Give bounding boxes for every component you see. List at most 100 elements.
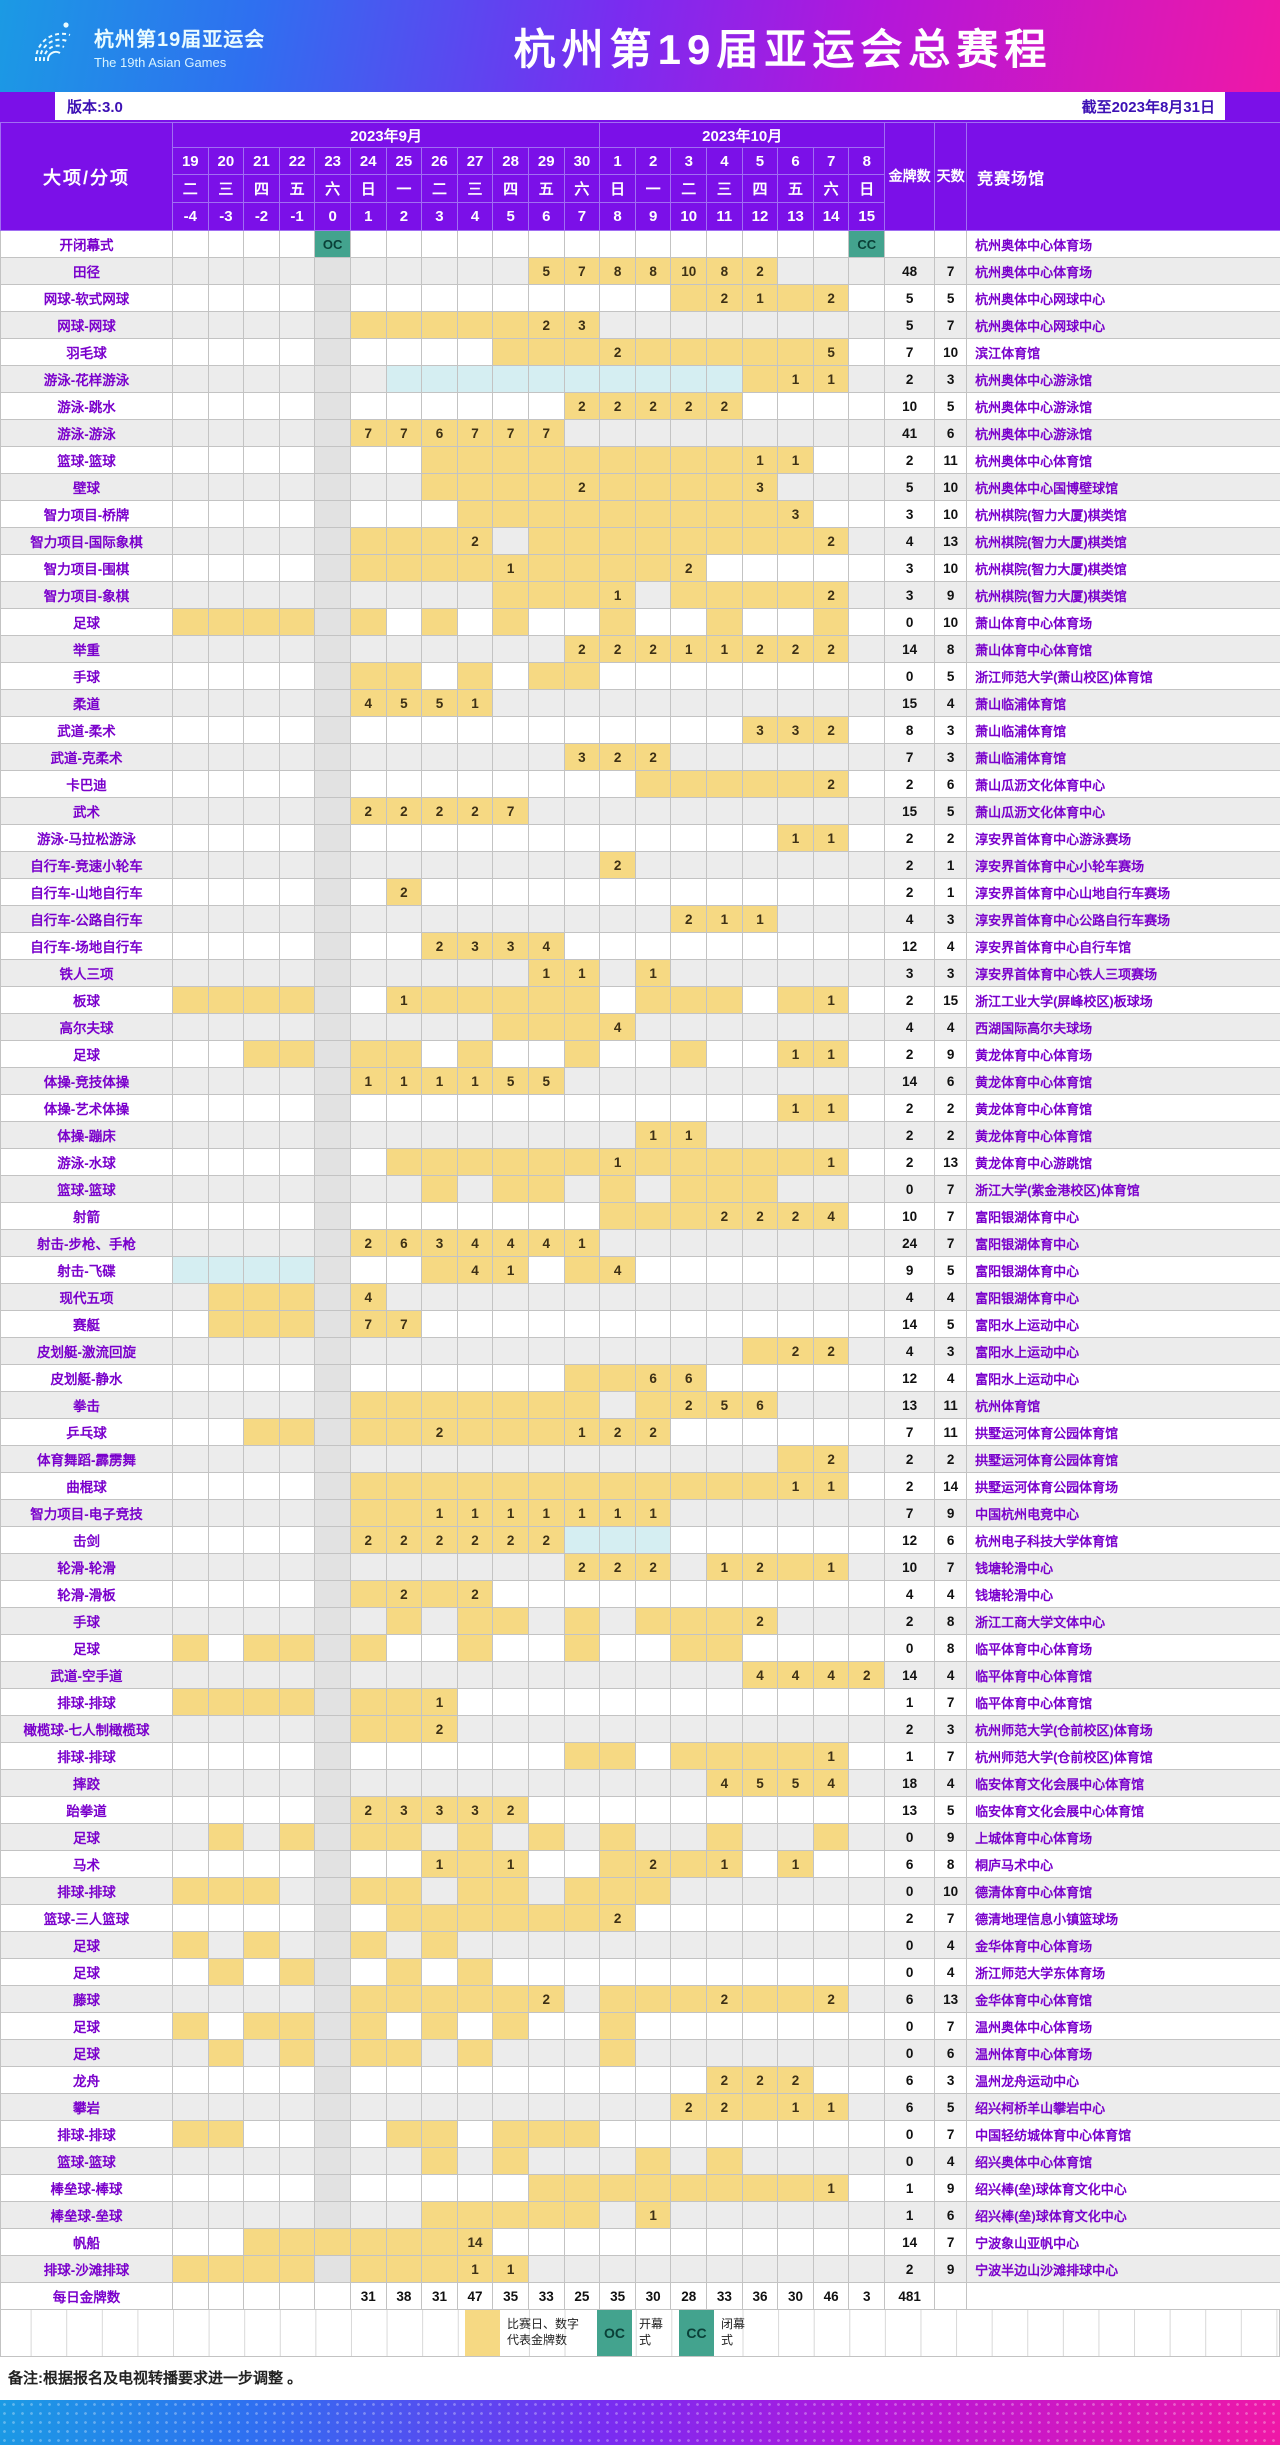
day-cell: [207, 1985, 245, 2013]
day-cell: [172, 1958, 209, 1986]
date-header-6: 25: [385, 147, 423, 175]
day-cell: [563, 2066, 601, 2094]
sport-name: 排球-排球: [0, 1877, 173, 1905]
gold-count: 2: [884, 1904, 936, 1932]
day-cell: [243, 959, 280, 987]
day-cell: [207, 365, 245, 393]
gold-count: 12: [884, 932, 936, 960]
day-cell: 1: [670, 635, 708, 663]
day-cell: [706, 851, 743, 879]
day-cell: [207, 770, 245, 798]
day-cell: [527, 2174, 565, 2202]
day-cell: [278, 770, 316, 798]
day-cell: [812, 1310, 850, 1338]
day-cell: [848, 1580, 886, 1608]
daily-total-cell: 3: [848, 2282, 886, 2310]
day-cell: [492, 662, 529, 690]
day-cell: [349, 2147, 387, 2175]
day-cell: [349, 1742, 387, 1770]
day-cell: 1: [777, 1040, 814, 1068]
day-cell: [172, 716, 209, 744]
footnote: 备注:根据报名及电视转播要求进一步调整 。: [8, 2370, 303, 2387]
day-cell: [848, 1283, 886, 1311]
sport-row: 田径 5 7 8 8 10 8 2 48 7 杭州奥体中心体育场: [0, 257, 1280, 285]
day-cell: [278, 1040, 316, 1068]
day-cell: [207, 419, 245, 447]
day-cell: [456, 986, 494, 1014]
day-cell: [741, 500, 779, 528]
day-cell: [706, 1526, 743, 1554]
day-cell: [848, 446, 886, 474]
day-cell: [777, 1013, 814, 1041]
day-cell: [207, 608, 245, 636]
day-cell: 2: [421, 797, 458, 825]
day-cell: [349, 257, 387, 285]
daynum-header-2: -2: [243, 202, 280, 231]
sport-name: 皮划艇-静水: [0, 1364, 173, 1392]
day-cell: [349, 1499, 387, 1527]
day-cell: [314, 1256, 351, 1284]
sport-row: 现代五项 4 4 4 富阳银湖体育中心: [0, 1283, 1280, 1311]
day-cell: 3: [563, 743, 601, 771]
day-cell: [777, 311, 814, 339]
day-cell: [527, 581, 565, 609]
day-count: 9: [934, 581, 968, 609]
day-cell: [741, 824, 779, 852]
day-cell: [563, 500, 601, 528]
legend-oc-box: OC: [597, 2310, 632, 2356]
day-cell: [314, 1391, 351, 1419]
day-cell: [812, 554, 850, 582]
day-cell: [349, 1823, 387, 1851]
gold-count: 13: [884, 1391, 936, 1419]
day-cell: [172, 1688, 209, 1716]
gold-count: 15: [884, 797, 936, 825]
day-cell: 4: [527, 932, 565, 960]
day-cell: [563, 1256, 601, 1284]
day-cell: [812, 689, 850, 717]
day-cell: [385, 2066, 423, 2094]
day-cell: 4: [492, 1229, 529, 1257]
day-cell: [563, 662, 601, 690]
day-cell: [385, 1283, 423, 1311]
venue-name: 桐庐马术中心: [966, 1850, 1280, 1878]
day-cell: [848, 1850, 886, 1878]
day-cell: [456, 635, 494, 663]
day-cell: [634, 1607, 672, 1635]
gold-count: 2: [884, 851, 936, 879]
day-cell: 1: [527, 959, 565, 987]
day-cell: [385, 446, 423, 474]
day-cell: 6: [634, 1364, 672, 1392]
sport-row: 武道-空手道 4 4 4 2 14 4 临平体育中心体育馆: [0, 1661, 1280, 1689]
day-count: 7: [934, 311, 968, 339]
day-cell: [563, 1634, 601, 1662]
gold-count: 0: [884, 1175, 936, 1203]
sport-row: 足球 0 10 萧山体育中心体育场: [0, 608, 1280, 636]
day-cell: [172, 554, 209, 582]
daynum-header-3: -1: [278, 202, 316, 231]
day-cell: [563, 2147, 601, 2175]
date-header-10: 29: [527, 147, 565, 175]
day-cell: [634, 1526, 672, 1554]
day-cell: [527, 1310, 565, 1338]
day-cell: [634, 662, 672, 690]
date-header-18: 7: [812, 147, 850, 175]
daynum-header-5: 1: [349, 202, 387, 231]
day-cell: [492, 1391, 529, 1419]
day-cell: [670, 446, 708, 474]
day-cell: [421, 1958, 458, 1986]
weekday-header-1: 三: [207, 174, 245, 203]
day-cell: 2: [777, 1337, 814, 1365]
day-cell: [314, 2012, 351, 2040]
day-cell: [492, 1580, 529, 1608]
day-cell: [421, 1472, 458, 1500]
day-cell: [527, 1148, 565, 1176]
day-cell: [599, 2012, 636, 2040]
daily-total-cell: 28: [670, 2282, 708, 2310]
day-cell: [456, 2201, 494, 2229]
day-cell: [634, 419, 672, 447]
day-cell: [741, 527, 779, 555]
day-cell: 1: [421, 1688, 458, 1716]
day-cell: [527, 2012, 565, 2040]
day-cell: 1: [777, 1850, 814, 1878]
day-cell: [278, 230, 316, 258]
